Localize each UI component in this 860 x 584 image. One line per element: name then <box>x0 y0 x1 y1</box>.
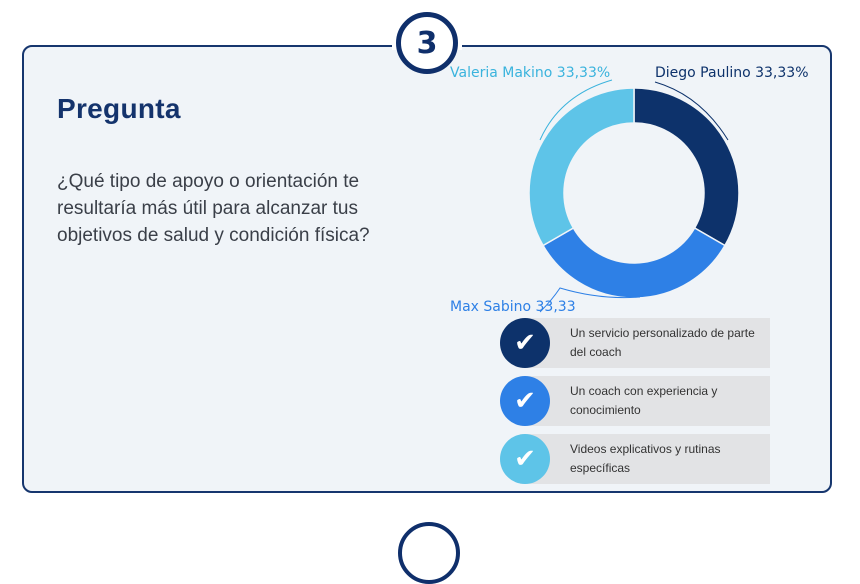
option-3-bar <box>520 434 770 484</box>
page-title: Pregunta <box>57 93 181 124</box>
option-1-text: Un servicio personalizado de parte del c… <box>570 326 755 359</box>
leader-valeria <box>539 79 613 141</box>
question-number-badge: 3 <box>396 12 458 74</box>
option-3-text: Videos explicativos y rutinas específica… <box>570 442 721 475</box>
option-2-check-icon: ✔ <box>500 376 550 426</box>
slice-max <box>542 226 726 299</box>
slice-valeria <box>528 87 635 247</box>
option-3-check-icon: ✔ <box>500 434 550 484</box>
leader-max <box>539 287 641 313</box>
option-2: ✔ Un coach con experiencia y conocimient… <box>500 376 770 426</box>
leader-diego <box>654 81 729 141</box>
question-text: ¿Qué tipo de apoyo o orientación te resu… <box>57 171 370 246</box>
option-2-bar <box>520 376 770 426</box>
slice-label-diego: Diego Paulino 33,33% <box>655 65 809 81</box>
option-1: ✔ Un servicio personalizado de parte del… <box>500 318 770 368</box>
next-badge-arc <box>398 522 460 584</box>
question-number: 3 <box>416 25 438 61</box>
option-1-bar <box>520 318 770 368</box>
slice-diego <box>633 87 740 247</box>
slice-label-valeria: Valeria Makino 33,33% <box>450 65 610 81</box>
option-3: ✔ Videos explicativos y rutinas específi… <box>500 434 770 484</box>
option-2-text: Un coach con experiencia y conocimiento <box>570 384 718 417</box>
slice-label-max: Max Sabino 33,33 <box>450 299 576 315</box>
option-1-check-icon: ✔ <box>500 318 550 368</box>
donut-chart: Diego Paulino 33,33% Max Sabino 33,33 Va… <box>450 65 809 315</box>
